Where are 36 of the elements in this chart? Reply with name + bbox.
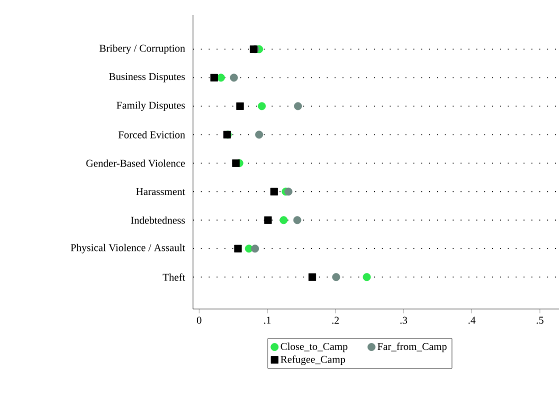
point: [270, 188, 278, 196]
legend-label: Far_from_Camp: [378, 342, 447, 352]
point: [216, 74, 225, 82]
legend-label: Close_to_Camp: [280, 342, 348, 352]
legend-label: Refugee_Camp: [280, 355, 346, 366]
y-tick-label: Indebtedness: [130, 216, 185, 224]
y-tick-label: Gender-Based Violence: [86, 159, 185, 167]
point: [280, 216, 288, 224]
point: [251, 244, 260, 253]
x-tick-label: .5: [536, 316, 544, 324]
point: [332, 273, 340, 282]
y-tick-label: Harassment: [136, 188, 186, 196]
x-tick-label: .2: [332, 316, 339, 324]
point: [232, 159, 240, 167]
x-tick-label: .3: [400, 316, 408, 324]
y-tick-label: Bribery / Corruption: [100, 44, 186, 54]
y-tick-label: Physical Violence / Assault: [70, 244, 186, 254]
point: [294, 102, 302, 110]
point: [362, 273, 371, 282]
point: [255, 130, 264, 139]
point: [264, 216, 272, 224]
y-tick-label: Forced Eviction: [118, 130, 186, 138]
x-tick-label: .4: [468, 316, 476, 324]
y-tick-label: Theft: [162, 273, 186, 281]
y-tick-label: Family Disputes: [116, 101, 185, 111]
point: [258, 102, 266, 110]
point: [308, 273, 316, 281]
x-tick-label: .1: [264, 316, 271, 324]
point: [210, 74, 218, 82]
point: [234, 244, 242, 252]
point: [236, 102, 244, 110]
y-tick-label: Business Disputes: [109, 73, 185, 82]
point: [284, 188, 292, 196]
point: [293, 216, 302, 224]
x-tick-label: 0: [196, 316, 202, 324]
point: [230, 74, 238, 82]
